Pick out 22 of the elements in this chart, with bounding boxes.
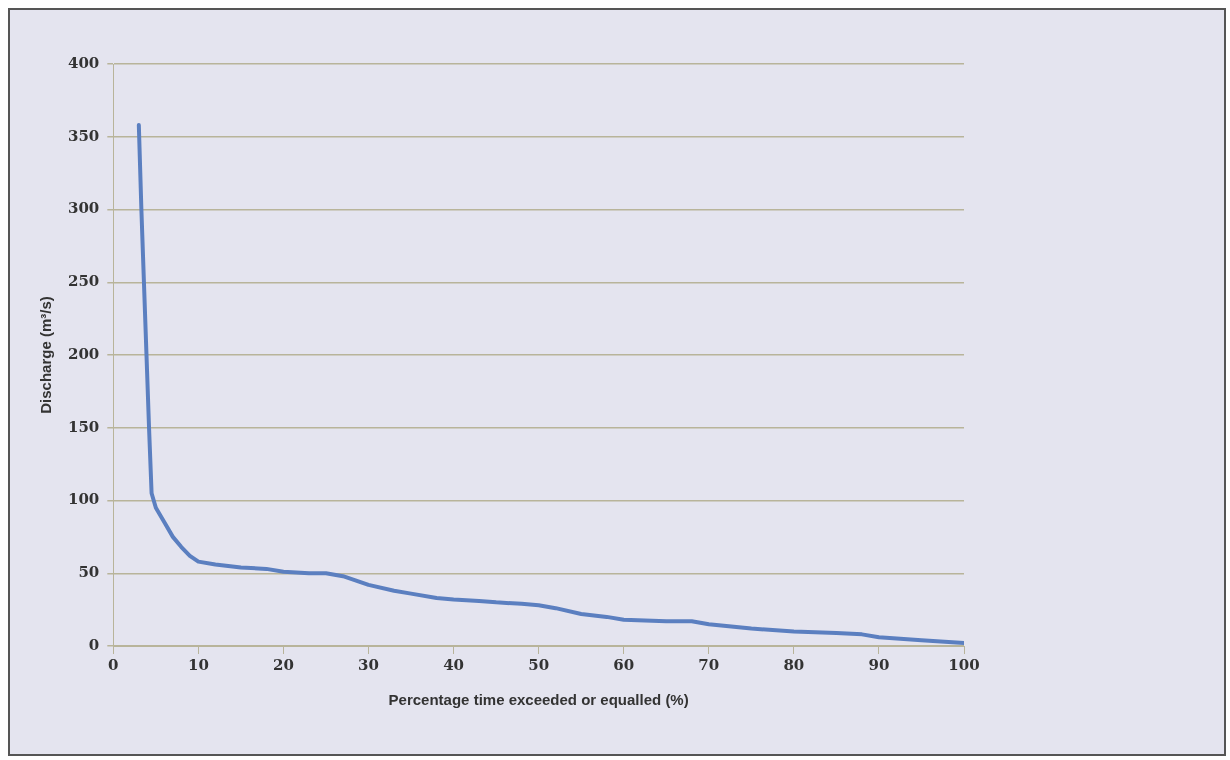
y-tick-label: 300 bbox=[68, 199, 100, 218]
y-axis-title: Discharge (m³/s) bbox=[37, 296, 55, 414]
x-tick-label: 10 bbox=[187, 655, 209, 674]
y-tick-label: 0 bbox=[88, 635, 100, 654]
x-tick-label: 20 bbox=[273, 655, 294, 674]
y-tick-label: 250 bbox=[68, 272, 100, 291]
y-tick-label: 200 bbox=[68, 344, 100, 363]
y-tick-label: 350 bbox=[68, 126, 100, 145]
x-tick-label: 30 bbox=[358, 655, 379, 674]
x-tick-label: 90 bbox=[868, 655, 890, 674]
y-tick-label: 150 bbox=[68, 417, 100, 436]
x-tick-label: 80 bbox=[783, 655, 805, 674]
x-axis-title: Percentage time exceeded or equalled (%) bbox=[388, 691, 689, 709]
x-tick-label: 40 bbox=[443, 655, 465, 674]
x-tick-label: 0 bbox=[108, 655, 119, 674]
x-tick-label: 50 bbox=[528, 655, 550, 674]
x-tick-label: 100 bbox=[948, 655, 980, 674]
y-tick-label: 100 bbox=[68, 490, 100, 509]
y-tick-label: 50 bbox=[78, 563, 100, 582]
x-tick-label: 70 bbox=[698, 655, 720, 674]
x-tick-label: 60 bbox=[613, 655, 635, 674]
y-tick-label: 400 bbox=[68, 53, 100, 72]
